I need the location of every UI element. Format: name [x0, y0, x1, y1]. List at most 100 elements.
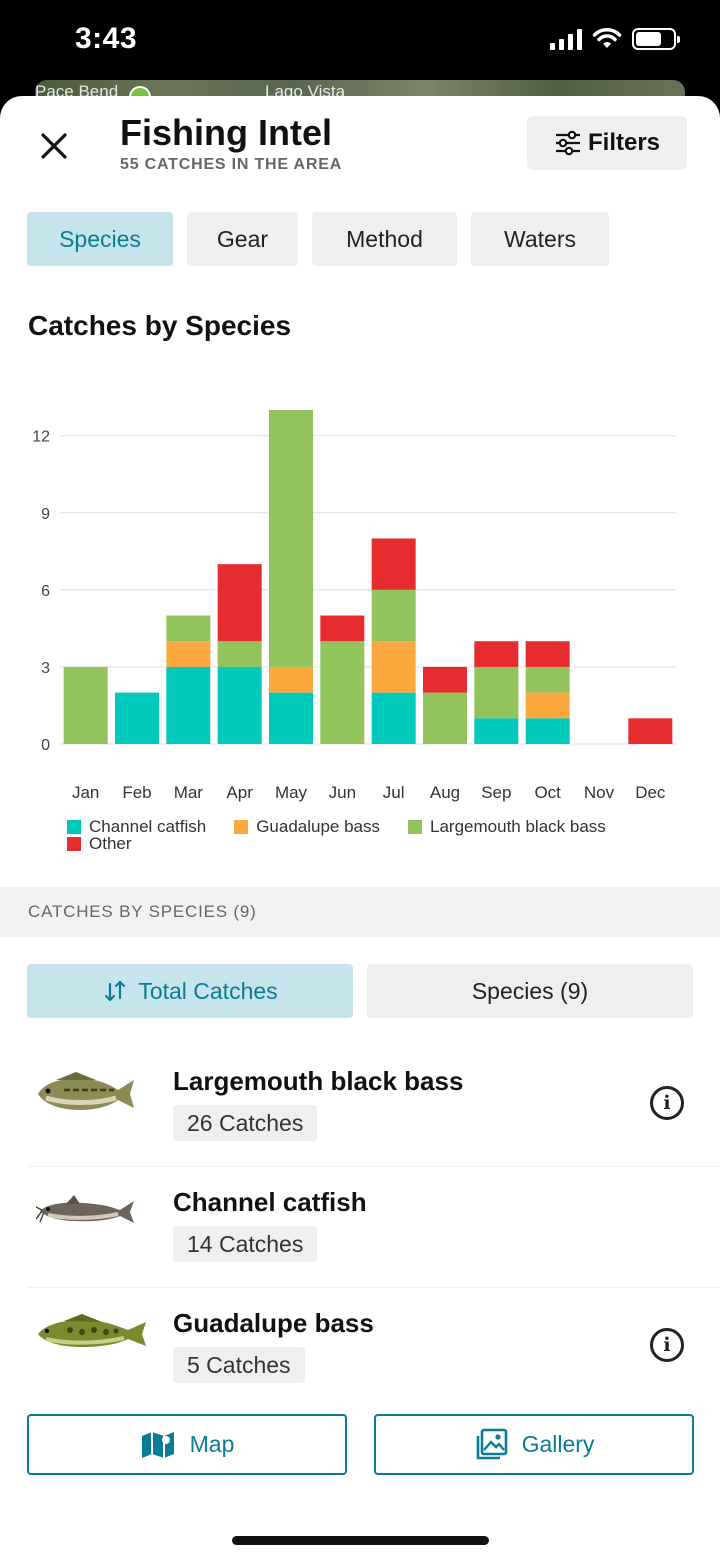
- sheet-header: Fishing Intel 55 CATCHES IN THE AREA Fil…: [0, 96, 720, 206]
- info-icon[interactable]: i: [650, 1328, 684, 1362]
- bar-segment[interactable]: [166, 615, 211, 642]
- bar-segment[interactable]: [166, 666, 211, 744]
- wifi-icon: [592, 28, 622, 48]
- bar-segment[interactable]: [474, 718, 519, 744]
- sort-species-button[interactable]: Species (9): [367, 964, 693, 1018]
- x-tick-label: Feb: [122, 783, 151, 802]
- gallery-button-label: Gallery: [521, 1431, 595, 1457]
- legend-row: Other: [67, 834, 707, 854]
- legend-item[interactable]: Largemouth black bass: [408, 817, 606, 837]
- bar-segment[interactable]: [371, 589, 416, 642]
- y-tick-label: 12: [32, 429, 50, 446]
- legend-row: Channel catfish Guadalupe bass Largemouth …: [67, 817, 707, 837]
- bar-segment[interactable]: [371, 692, 416, 744]
- y-tick-label: 0: [41, 737, 50, 754]
- sort-arrows-icon: [105, 980, 126, 1002]
- bar-segment[interactable]: [320, 615, 365, 642]
- tab-species[interactable]: Species: [27, 212, 173, 266]
- channel-catfish-icon: [36, 1195, 134, 1223]
- legend-swatch: [67, 836, 81, 851]
- bar-segment[interactable]: [474, 666, 519, 719]
- x-tick-label: Jan: [72, 783, 99, 802]
- bar-segment[interactable]: [371, 538, 416, 590]
- legend-label: Channel catfish: [89, 816, 207, 836]
- species-list: Largemouth black bass 26 Catches i Chann…: [0, 1046, 720, 1409]
- catches-count-subtitle: 55 CATCHES IN THE AREA: [120, 156, 343, 173]
- bar-segment[interactable]: [63, 666, 108, 744]
- status-icons: [550, 28, 680, 50]
- cellular-signal-icon: [550, 28, 582, 50]
- bar-segment[interactable]: [525, 641, 570, 667]
- bar-segment[interactable]: [525, 692, 570, 719]
- x-tick-label: Oct: [534, 783, 561, 802]
- bottom-actions: Map Gallery: [27, 1414, 694, 1475]
- largemouth-bass-icon: [38, 1072, 134, 1110]
- catches-bar-chart: 0 3 6 9 12 Jan Feb Mar Apr May Jun Jul Aug Sep Oct Nov D…: [32, 410, 676, 802]
- x-tick-label: Jul: [383, 783, 405, 802]
- status-bar: 3:43: [0, 0, 720, 80]
- map-button-label: Map: [189, 1431, 235, 1457]
- close-button[interactable]: [34, 126, 74, 166]
- species-name: Largemouth black bass: [173, 1066, 464, 1096]
- status-time: 3:43: [75, 22, 138, 55]
- bar-segment[interactable]: [115, 692, 159, 744]
- section-header: CATCHES BY SPECIES (9): [0, 887, 720, 937]
- legend-item[interactable]: Guadalupe bass: [234, 817, 380, 837]
- x-tick-label: May: [275, 783, 308, 802]
- bar-segment[interactable]: [525, 718, 570, 744]
- tab-gear[interactable]: Gear: [187, 212, 298, 266]
- chart-title: Catches by Species: [28, 310, 292, 341]
- x-tick-label: Sep: [481, 783, 511, 802]
- page-title: Fishing Intel: [120, 112, 332, 153]
- species-name: Channel catfish: [173, 1187, 367, 1217]
- x-tick-label: Aug: [430, 783, 460, 802]
- close-icon: [41, 133, 67, 159]
- legend-item[interactable]: Other: [67, 834, 132, 854]
- tab-method[interactable]: Method: [312, 212, 457, 266]
- catch-count-badge: 26 Catches: [173, 1105, 318, 1141]
- gallery-icon: [476, 1428, 507, 1459]
- map-icon: [141, 1431, 174, 1458]
- bar-segment[interactable]: [269, 410, 313, 667]
- x-tick-label: Mar: [174, 783, 204, 802]
- list-item[interactable]: Channel catfish 14 Catches: [28, 1167, 720, 1288]
- gallery-button[interactable]: Gallery: [374, 1414, 694, 1475]
- legend-label: Guadalupe bass: [256, 816, 381, 836]
- list-item[interactable]: Largemouth black bass 26 Catches i: [28, 1046, 720, 1167]
- bar-segment[interactable]: [269, 666, 313, 693]
- filters-button[interactable]: Filters: [527, 116, 687, 170]
- legend-label: Other: [89, 833, 132, 853]
- bar-segment[interactable]: [628, 718, 673, 744]
- bar-segment[interactable]: [423, 666, 467, 693]
- battery-icon: [632, 28, 680, 50]
- bar-segment[interactable]: [320, 641, 365, 744]
- sort-total-catches-button[interactable]: Total Catches: [27, 964, 353, 1018]
- home-indicator: [232, 1536, 489, 1545]
- bar-segment[interactable]: [217, 564, 262, 642]
- guadalupe-bass-icon: [38, 1314, 146, 1347]
- bar-segment[interactable]: [423, 692, 467, 744]
- fishing-intel-sheet: Fishing Intel 55 CATCHES IN THE AREA Fil…: [0, 96, 720, 1559]
- list-item[interactable]: Guadalupe bass 5 Catches i: [28, 1288, 720, 1409]
- chart-legend: Channel catfish Guadalupe bass Largemouth …: [67, 817, 707, 854]
- bar-segment[interactable]: [371, 641, 416, 693]
- bar-segment[interactable]: [166, 641, 211, 667]
- x-tick-label: Dec: [635, 783, 666, 802]
- filters-label: Filters: [587, 129, 661, 156]
- legend-item[interactable]: Channel catfish: [67, 817, 206, 837]
- bar-segment[interactable]: [217, 641, 262, 667]
- catch-count-badge: 14 Catches: [173, 1226, 318, 1262]
- bar-segment[interactable]: [525, 666, 570, 693]
- bar-segment[interactable]: [269, 692, 313, 744]
- map-button[interactable]: Map: [27, 1414, 347, 1475]
- bar-segment[interactable]: [474, 641, 519, 667]
- y-tick-label: 6: [41, 583, 50, 600]
- info-icon[interactable]: i: [650, 1086, 684, 1120]
- sliders-icon: [555, 130, 580, 156]
- legend-swatch: [408, 819, 423, 834]
- legend-swatch: [234, 819, 249, 834]
- tab-waters[interactable]: Waters: [471, 212, 609, 266]
- category-tabs: Species Gear Method Waters: [27, 212, 609, 266]
- bar-segment[interactable]: [217, 666, 262, 744]
- x-tick-label: Jun: [329, 783, 356, 802]
